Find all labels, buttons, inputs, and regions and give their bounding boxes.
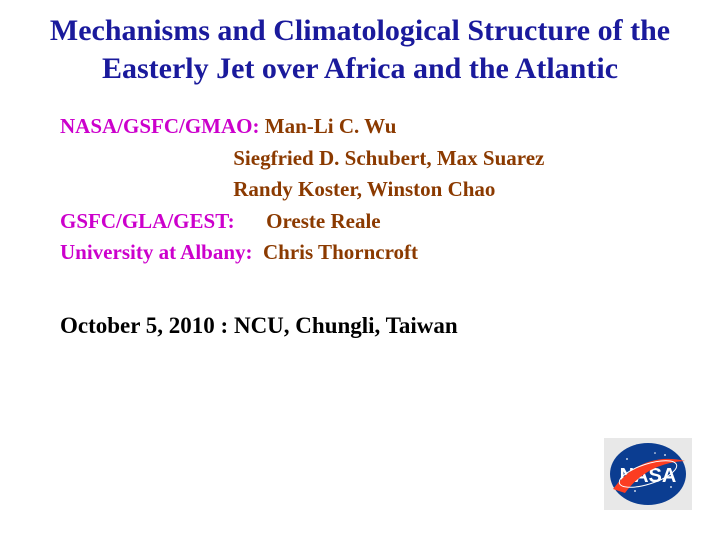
author-name: Randy Koster, Winston Chao [233, 177, 495, 201]
author-list: NASA/GSFC/GMAO: Man-Li C. Wu Siegfried D… [0, 87, 720, 269]
affiliation-label [60, 177, 233, 201]
date-venue: October 5, 2010 : NCU, Chungli, Taiwan [0, 269, 720, 339]
author-name: Oreste Reale [266, 209, 380, 233]
author-row: GSFC/GLA/GEST: Oreste Reale [60, 206, 720, 238]
affiliation-label: University at Albany: [60, 240, 263, 264]
affiliation-label [60, 146, 233, 170]
author-name: Man-Li C. Wu [265, 114, 397, 138]
author-name: Chris Thorncroft [263, 240, 418, 264]
author-row: University at Albany: Chris Thorncroft [60, 237, 720, 269]
nasa-logo: NASA [604, 438, 692, 510]
author-row: Siegfried D. Schubert, Max Suarez [60, 143, 720, 175]
author-row: NASA/GSFC/GMAO: Man-Li C. Wu [60, 111, 720, 143]
author-name: Siegfried D. Schubert, Max Suarez [233, 146, 544, 170]
affiliation-label: GSFC/GLA/GEST: [60, 209, 266, 233]
affiliation-label: NASA/GSFC/GMAO: [60, 114, 265, 138]
author-row: Randy Koster, Winston Chao [60, 174, 720, 206]
slide-title: Mechanisms and Climatological Structure … [0, 0, 720, 87]
